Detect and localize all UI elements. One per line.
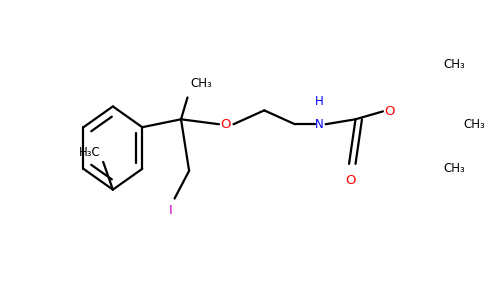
Text: H: H — [315, 95, 323, 108]
Text: CH₃: CH₃ — [464, 118, 484, 131]
Text: N: N — [315, 118, 323, 131]
Text: O: O — [384, 105, 394, 118]
Text: O: O — [346, 174, 356, 187]
Text: I: I — [169, 203, 173, 217]
Text: CH₃: CH₃ — [443, 58, 465, 71]
Text: H₃C: H₃C — [79, 146, 101, 159]
Text: CH₃: CH₃ — [191, 76, 212, 90]
Text: CH₃: CH₃ — [443, 162, 465, 175]
Text: O: O — [220, 118, 231, 131]
